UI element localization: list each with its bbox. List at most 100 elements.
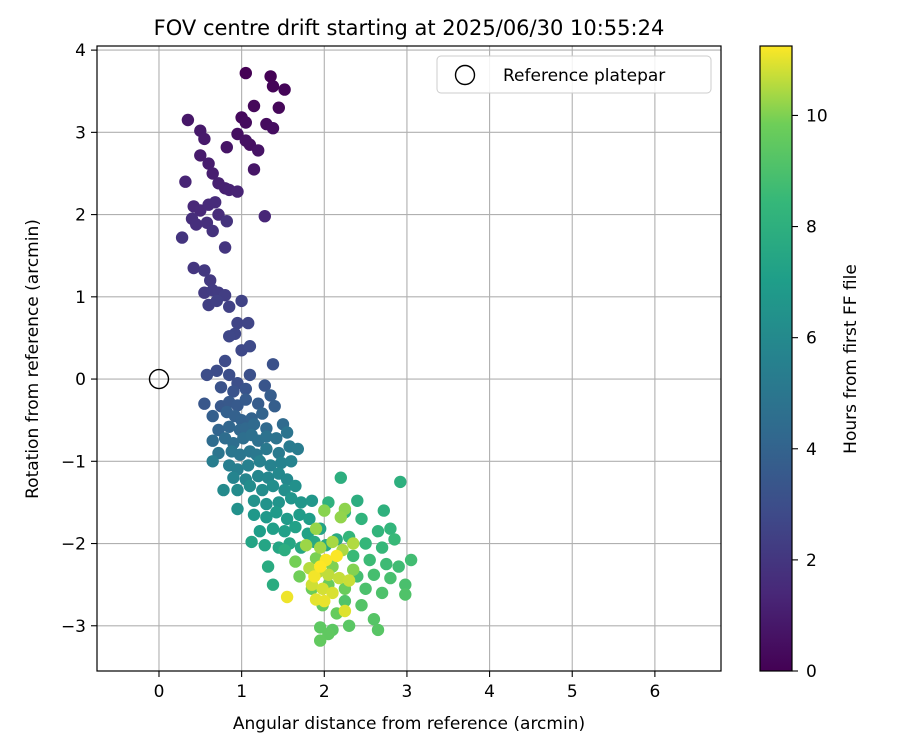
scatter-point bbox=[289, 520, 302, 534]
colorbar-tick-label: 8 bbox=[806, 218, 817, 238]
scatter-point bbox=[316, 582, 329, 595]
chart-title: FOV centre drift starting at 2025/06/30 … bbox=[154, 16, 665, 40]
scatter-point bbox=[252, 469, 265, 483]
scatter-point bbox=[253, 525, 266, 538]
scatter-point bbox=[351, 494, 364, 507]
scatter-point bbox=[266, 522, 280, 535]
scatter-point bbox=[206, 434, 219, 447]
scatter-point bbox=[231, 483, 244, 497]
scatter-point bbox=[394, 475, 407, 489]
scatter-point bbox=[392, 560, 405, 573]
scatter-point bbox=[256, 407, 269, 420]
scatter-point bbox=[247, 508, 261, 521]
scatter-point bbox=[314, 560, 327, 573]
scatter-point bbox=[264, 70, 277, 83]
y-tick-label: 0 bbox=[75, 370, 86, 390]
scatter-point bbox=[206, 409, 219, 423]
legend-box bbox=[436, 55, 712, 94]
scatter-point bbox=[266, 122, 280, 135]
scatter-point bbox=[223, 368, 236, 382]
scatter-point bbox=[318, 594, 331, 608]
scatter-point bbox=[270, 506, 283, 519]
scatter-point bbox=[227, 385, 240, 398]
scatter-point bbox=[404, 553, 418, 567]
scatter-point bbox=[347, 537, 360, 550]
scatter-point bbox=[261, 560, 275, 573]
plot-area bbox=[96, 45, 722, 672]
scatter-point bbox=[280, 426, 294, 439]
y-tick-label: −1 bbox=[61, 452, 86, 472]
scatter-point bbox=[198, 397, 211, 410]
scatter-point bbox=[371, 525, 385, 538]
scatter-point bbox=[260, 511, 273, 524]
colorbar-ticks: 0 2 4 6 8 10 bbox=[792, 106, 828, 682]
reference-point-marker bbox=[148, 368, 170, 390]
colorbar-gradient bbox=[759, 45, 793, 672]
scatter-point bbox=[198, 264, 211, 277]
scatter-point bbox=[239, 66, 252, 80]
scatter-point bbox=[223, 330, 236, 343]
scatter-point bbox=[314, 541, 327, 554]
scatter-point bbox=[380, 557, 393, 571]
scatter-point bbox=[280, 590, 294, 604]
scatter-point bbox=[266, 479, 280, 493]
scatter-point bbox=[210, 294, 223, 308]
scatter-point bbox=[309, 522, 323, 535]
scatter-point bbox=[212, 208, 225, 221]
scatter-point bbox=[399, 578, 412, 591]
scatter-point bbox=[359, 537, 372, 550]
colorbar-tick-label: 10 bbox=[806, 106, 828, 126]
scatter-point bbox=[231, 185, 244, 198]
scatter-point bbox=[314, 634, 327, 647]
scatter-point bbox=[194, 149, 207, 162]
scatter-point bbox=[239, 116, 252, 129]
scatter-point bbox=[367, 568, 381, 581]
scatter-point bbox=[243, 368, 257, 382]
scatter-point bbox=[294, 496, 308, 509]
scatter-point bbox=[268, 400, 281, 413]
scatter-point bbox=[247, 494, 261, 507]
x-tick-label: 2 bbox=[319, 682, 330, 702]
scatter-point bbox=[272, 101, 285, 114]
scatter-point bbox=[266, 578, 280, 591]
scatter-point bbox=[270, 432, 283, 445]
scatter-point bbox=[299, 539, 313, 552]
scatter-point bbox=[305, 494, 319, 507]
grid-lines bbox=[97, 46, 721, 671]
scatter-point bbox=[359, 582, 372, 595]
scatter-point bbox=[285, 492, 298, 505]
scatter-point bbox=[355, 599, 368, 612]
colorbar-label: Hours from first FF file bbox=[841, 264, 861, 454]
scatter-point bbox=[260, 430, 273, 443]
scatter-point bbox=[303, 512, 316, 526]
y-tick-label: 3 bbox=[75, 123, 86, 143]
scatter-point bbox=[266, 80, 280, 93]
scatter-point bbox=[375, 586, 389, 600]
scatter-point bbox=[326, 586, 339, 600]
scatter-point bbox=[223, 420, 236, 433]
scatter-point bbox=[200, 368, 214, 382]
scatter-point bbox=[293, 570, 306, 583]
scatter-point bbox=[371, 623, 385, 637]
scatter-point bbox=[227, 471, 240, 484]
scatter-point bbox=[198, 132, 211, 146]
y-axis-label: Rotation from reference (arcmin) bbox=[23, 219, 43, 499]
scatter-point bbox=[210, 364, 223, 377]
legend-entry-reference-platepar: Reference platepar bbox=[503, 66, 665, 86]
scatter-point bbox=[233, 448, 247, 461]
scatter-point bbox=[266, 358, 280, 371]
scatter-point bbox=[264, 459, 277, 472]
scatter-point bbox=[243, 479, 257, 493]
colorbar-tick-label: 6 bbox=[806, 329, 817, 349]
x-tick-label: 1 bbox=[236, 682, 247, 702]
scatter-point bbox=[206, 224, 219, 238]
scatter-point bbox=[347, 563, 360, 576]
scatter-point bbox=[264, 389, 277, 402]
scatter-point bbox=[272, 496, 285, 509]
scatter-point bbox=[272, 446, 285, 460]
scatter-point bbox=[384, 522, 397, 535]
scatter-point bbox=[245, 535, 258, 549]
scatter-point bbox=[291, 442, 304, 456]
scatter-point bbox=[242, 316, 255, 330]
scatter-point bbox=[334, 511, 347, 524]
